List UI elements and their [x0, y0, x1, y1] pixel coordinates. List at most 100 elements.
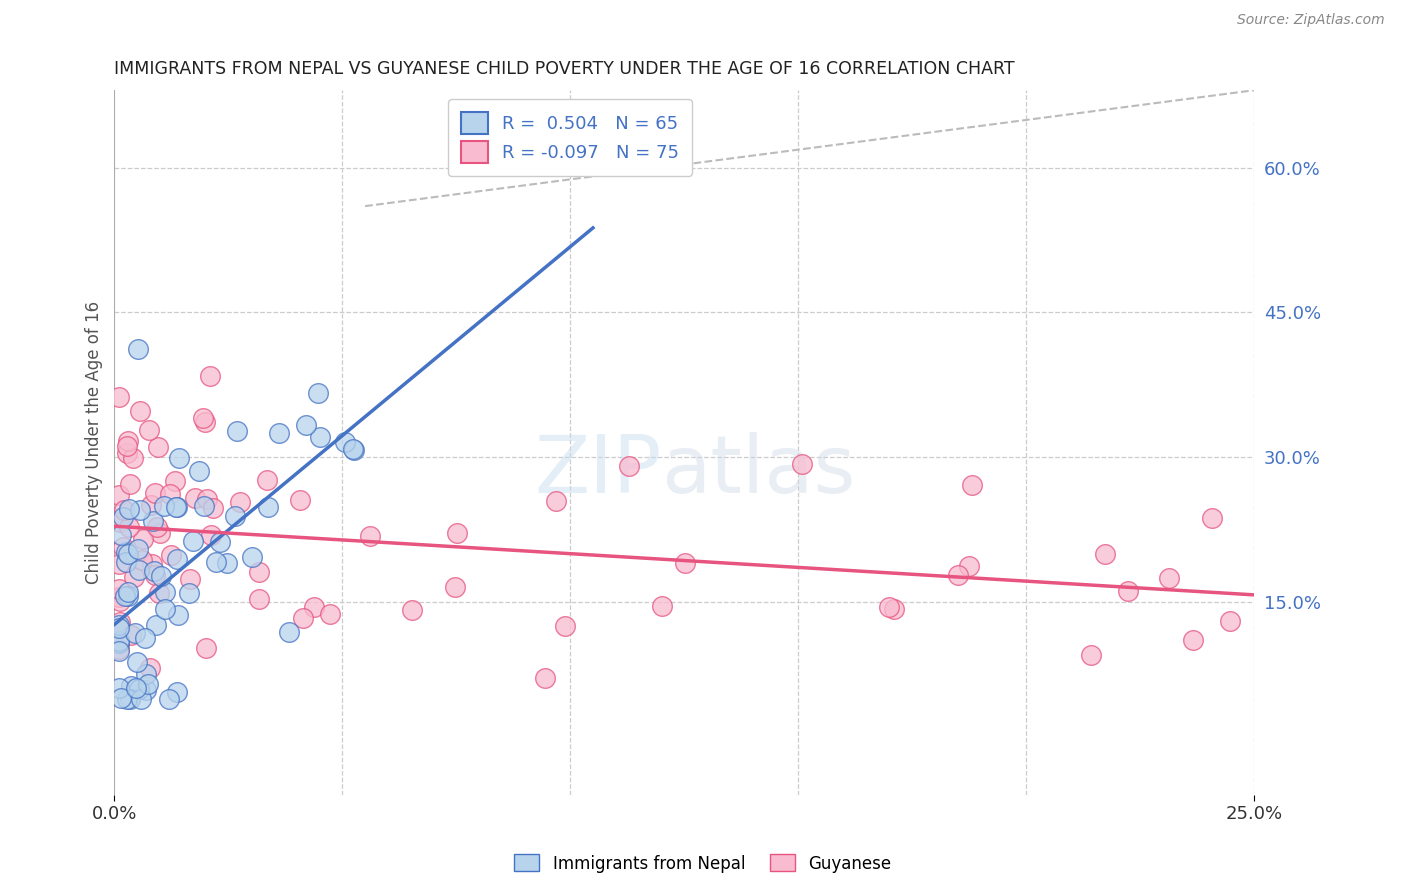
Point	[131, 552, 153, 566]
Point	[292, 611, 315, 625]
Point	[117, 547, 139, 561]
Point	[108, 615, 131, 629]
Point	[200, 528, 222, 542]
Point	[205, 556, 228, 570]
Point	[122, 569, 145, 583]
Point	[247, 591, 270, 606]
Point	[343, 442, 366, 457]
Point	[333, 435, 356, 450]
Point	[177, 586, 200, 600]
Point	[108, 515, 131, 529]
Point	[117, 445, 139, 459]
Text: atlas: atlas	[661, 432, 856, 510]
Point	[179, 572, 201, 586]
Point	[157, 691, 180, 706]
Point	[160, 549, 183, 563]
Point	[122, 450, 145, 465]
Point	[1181, 632, 1204, 647]
Point	[295, 418, 318, 433]
Point	[110, 691, 132, 706]
Point	[187, 464, 209, 478]
Point	[159, 487, 181, 501]
Point	[401, 603, 423, 617]
Point	[125, 655, 148, 669]
Point	[135, 682, 157, 697]
Point	[184, 491, 207, 505]
Point	[790, 458, 813, 472]
Point	[167, 608, 190, 623]
Point	[128, 563, 150, 577]
Point	[544, 494, 567, 508]
Point	[257, 500, 280, 514]
Point	[115, 691, 138, 706]
Point	[165, 500, 187, 514]
Point	[132, 532, 155, 546]
Point	[143, 565, 166, 579]
Point	[129, 503, 152, 517]
Point	[217, 557, 239, 571]
Point	[112, 510, 135, 524]
Point	[534, 671, 557, 685]
Point	[142, 515, 165, 529]
Point	[225, 424, 247, 438]
Point	[114, 503, 136, 517]
Point	[115, 544, 138, 558]
Point	[960, 478, 983, 492]
Point	[554, 618, 576, 632]
Point	[194, 415, 217, 429]
Point	[165, 475, 187, 489]
Point	[120, 679, 142, 693]
Point	[1094, 547, 1116, 561]
Point	[957, 559, 980, 574]
Point	[224, 508, 246, 523]
Point	[359, 528, 381, 542]
Legend: Immigrants from Nepal, Guyanese: Immigrants from Nepal, Guyanese	[508, 847, 898, 880]
Point	[195, 491, 218, 506]
Point	[117, 589, 139, 603]
Point	[146, 520, 169, 534]
Point	[150, 569, 173, 583]
Point	[948, 568, 970, 582]
Point	[111, 541, 134, 555]
Point	[247, 566, 270, 580]
Point	[651, 599, 673, 613]
Point	[166, 500, 188, 514]
Point	[1201, 511, 1223, 525]
Point	[446, 526, 468, 541]
Point	[148, 586, 170, 600]
Point	[127, 541, 149, 556]
Point	[114, 589, 136, 603]
Point	[153, 602, 176, 616]
Legend: R =  0.504   N = 65, R = -0.097   N = 75: R = 0.504 N = 65, R = -0.097 N = 75	[449, 99, 692, 176]
Point	[201, 500, 224, 515]
Point	[108, 594, 131, 608]
Point	[139, 661, 162, 675]
Point	[1219, 614, 1241, 628]
Point	[181, 533, 204, 548]
Point	[1157, 571, 1180, 585]
Point	[152, 500, 174, 514]
Point	[135, 667, 157, 681]
Point	[166, 684, 188, 698]
Point	[143, 486, 166, 500]
Point	[141, 558, 163, 572]
Point	[139, 498, 162, 512]
Point	[108, 641, 131, 656]
Point	[240, 549, 263, 564]
Point	[108, 390, 131, 404]
Point	[143, 568, 166, 582]
Point	[267, 425, 290, 440]
Point	[319, 607, 342, 621]
Y-axis label: Child Poverty Under the Age of 16: Child Poverty Under the Age of 16	[86, 301, 103, 584]
Point	[167, 450, 190, 465]
Point	[148, 440, 170, 454]
Point	[883, 602, 905, 616]
Point	[118, 520, 141, 534]
Point	[125, 681, 148, 696]
Point	[342, 442, 364, 456]
Point	[108, 644, 131, 658]
Point	[256, 473, 278, 487]
Point	[149, 525, 172, 540]
Point	[136, 677, 159, 691]
Point	[115, 555, 138, 569]
